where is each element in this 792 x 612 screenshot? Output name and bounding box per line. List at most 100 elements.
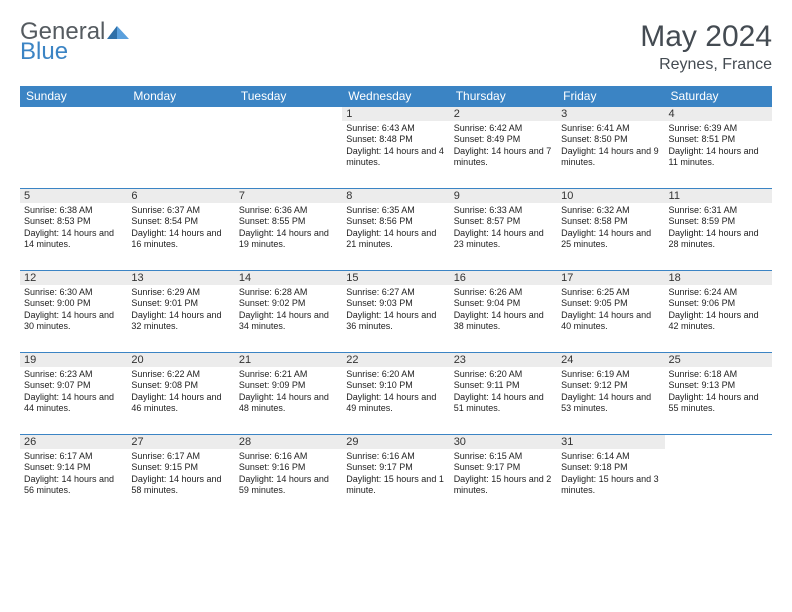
logo: GeneralBlue (20, 20, 131, 64)
calendar-cell: 22Sunrise: 6:20 AMSunset: 9:10 PMDayligh… (342, 353, 449, 435)
calendar-head: Sunday Monday Tuesday Wednesday Thursday… (20, 86, 772, 107)
calendar-cell: 6Sunrise: 6:37 AMSunset: 8:54 PMDaylight… (127, 189, 234, 271)
daylight-line: Daylight: 14 hours and 49 minutes. (346, 392, 445, 415)
sunset-line: Sunset: 9:11 PM (454, 380, 553, 391)
day-details: Sunrise: 6:37 AMSunset: 8:54 PMDaylight:… (127, 203, 234, 252)
calendar-cell: 25Sunrise: 6:18 AMSunset: 9:13 PMDayligh… (665, 353, 772, 435)
calendar-cell: 9Sunrise: 6:33 AMSunset: 8:57 PMDaylight… (450, 189, 557, 271)
daylight-line: Daylight: 14 hours and 38 minutes. (454, 310, 553, 333)
sunrise-line: Sunrise: 6:21 AM (239, 369, 338, 380)
sunset-line: Sunset: 9:00 PM (24, 298, 123, 309)
sunrise-line: Sunrise: 6:31 AM (669, 205, 768, 216)
day-details: Sunrise: 6:23 AMSunset: 9:07 PMDaylight:… (20, 367, 127, 416)
day-number: 3 (557, 107, 664, 121)
sunrise-line: Sunrise: 6:30 AM (24, 287, 123, 298)
day-number: 9 (450, 189, 557, 203)
day-number (665, 435, 772, 449)
weekday-header: Sunday (20, 86, 127, 107)
sunset-line: Sunset: 9:07 PM (24, 380, 123, 391)
daylight-line: Daylight: 14 hours and 7 minutes. (454, 146, 553, 169)
day-number: 6 (127, 189, 234, 203)
calendar-cell: 19Sunrise: 6:23 AMSunset: 9:07 PMDayligh… (20, 353, 127, 435)
day-number: 2 (450, 107, 557, 121)
day-details: Sunrise: 6:21 AMSunset: 9:09 PMDaylight:… (235, 367, 342, 416)
calendar-cell: 21Sunrise: 6:21 AMSunset: 9:09 PMDayligh… (235, 353, 342, 435)
calendar-cell: 24Sunrise: 6:19 AMSunset: 9:12 PMDayligh… (557, 353, 664, 435)
calendar-table: Sunday Monday Tuesday Wednesday Thursday… (20, 86, 772, 517)
day-details: Sunrise: 6:31 AMSunset: 8:59 PMDaylight:… (665, 203, 772, 252)
sunrise-line: Sunrise: 6:41 AM (561, 123, 660, 134)
calendar-cell: 3Sunrise: 6:41 AMSunset: 8:50 PMDaylight… (557, 107, 664, 189)
calendar-cell: 2Sunrise: 6:42 AMSunset: 8:49 PMDaylight… (450, 107, 557, 189)
sunset-line: Sunset: 9:17 PM (454, 462, 553, 473)
calendar-cell: 12Sunrise: 6:30 AMSunset: 9:00 PMDayligh… (20, 271, 127, 353)
daylight-line: Daylight: 14 hours and 56 minutes. (24, 474, 123, 497)
sunrise-line: Sunrise: 6:26 AM (454, 287, 553, 298)
sunset-line: Sunset: 9:05 PM (561, 298, 660, 309)
sunset-line: Sunset: 9:18 PM (561, 462, 660, 473)
sunset-line: Sunset: 9:10 PM (346, 380, 445, 391)
calendar-cell: 28Sunrise: 6:16 AMSunset: 9:16 PMDayligh… (235, 435, 342, 517)
sunrise-line: Sunrise: 6:37 AM (131, 205, 230, 216)
day-number: 20 (127, 353, 234, 367)
sunrise-line: Sunrise: 6:23 AM (24, 369, 123, 380)
day-number: 13 (127, 271, 234, 285)
day-details: Sunrise: 6:32 AMSunset: 8:58 PMDaylight:… (557, 203, 664, 252)
daylight-line: Daylight: 14 hours and 32 minutes. (131, 310, 230, 333)
page-header: GeneralBlue May 2024 Reynes, France (20, 20, 772, 74)
sunset-line: Sunset: 9:03 PM (346, 298, 445, 309)
day-details (127, 121, 234, 125)
daylight-line: Daylight: 14 hours and 4 minutes. (346, 146, 445, 169)
day-number: 11 (665, 189, 772, 203)
logo-icon (107, 20, 129, 44)
day-details: Sunrise: 6:17 AMSunset: 9:15 PMDaylight:… (127, 449, 234, 498)
day-number: 23 (450, 353, 557, 367)
day-details: Sunrise: 6:42 AMSunset: 8:49 PMDaylight:… (450, 121, 557, 170)
sunrise-line: Sunrise: 6:33 AM (454, 205, 553, 216)
day-number: 17 (557, 271, 664, 285)
daylight-line: Daylight: 14 hours and 36 minutes. (346, 310, 445, 333)
daylight-line: Daylight: 14 hours and 44 minutes. (24, 392, 123, 415)
day-number: 8 (342, 189, 449, 203)
day-details: Sunrise: 6:19 AMSunset: 9:12 PMDaylight:… (557, 367, 664, 416)
sunrise-line: Sunrise: 6:35 AM (346, 205, 445, 216)
day-details: Sunrise: 6:14 AMSunset: 9:18 PMDaylight:… (557, 449, 664, 498)
day-details: Sunrise: 6:38 AMSunset: 8:53 PMDaylight:… (20, 203, 127, 252)
daylight-line: Daylight: 14 hours and 23 minutes. (454, 228, 553, 251)
calendar-cell: 27Sunrise: 6:17 AMSunset: 9:15 PMDayligh… (127, 435, 234, 517)
sunset-line: Sunset: 9:13 PM (669, 380, 768, 391)
day-number: 30 (450, 435, 557, 449)
location: Reynes, France (640, 56, 772, 74)
day-details: Sunrise: 6:16 AMSunset: 9:17 PMDaylight:… (342, 449, 449, 498)
day-number: 24 (557, 353, 664, 367)
day-number: 5 (20, 189, 127, 203)
day-details: Sunrise: 6:28 AMSunset: 9:02 PMDaylight:… (235, 285, 342, 334)
day-details: Sunrise: 6:33 AMSunset: 8:57 PMDaylight:… (450, 203, 557, 252)
month-title: May 2024 (640, 20, 772, 54)
day-number: 14 (235, 271, 342, 285)
day-details: Sunrise: 6:36 AMSunset: 8:55 PMDaylight:… (235, 203, 342, 252)
title-block: May 2024 Reynes, France (640, 20, 772, 74)
sunrise-line: Sunrise: 6:28 AM (239, 287, 338, 298)
calendar-cell: 29Sunrise: 6:16 AMSunset: 9:17 PMDayligh… (342, 435, 449, 517)
sunrise-line: Sunrise: 6:16 AM (346, 451, 445, 462)
calendar-cell (235, 107, 342, 189)
calendar-cell: 17Sunrise: 6:25 AMSunset: 9:05 PMDayligh… (557, 271, 664, 353)
calendar-cell: 7Sunrise: 6:36 AMSunset: 8:55 PMDaylight… (235, 189, 342, 271)
calendar-cell: 11Sunrise: 6:31 AMSunset: 8:59 PMDayligh… (665, 189, 772, 271)
calendar-cell: 20Sunrise: 6:22 AMSunset: 9:08 PMDayligh… (127, 353, 234, 435)
calendar-cell: 1Sunrise: 6:43 AMSunset: 8:48 PMDaylight… (342, 107, 449, 189)
sunrise-line: Sunrise: 6:20 AM (346, 369, 445, 380)
daylight-line: Daylight: 14 hours and 51 minutes. (454, 392, 553, 415)
sunset-line: Sunset: 8:55 PM (239, 216, 338, 227)
sunset-line: Sunset: 9:08 PM (131, 380, 230, 391)
daylight-line: Daylight: 15 hours and 1 minute. (346, 474, 445, 497)
weekday-header: Friday (557, 86, 664, 107)
sunset-line: Sunset: 8:59 PM (669, 216, 768, 227)
sunset-line: Sunset: 9:17 PM (346, 462, 445, 473)
sunrise-line: Sunrise: 6:15 AM (454, 451, 553, 462)
weekday-header: Saturday (665, 86, 772, 107)
sunrise-line: Sunrise: 6:16 AM (239, 451, 338, 462)
calendar-cell: 5Sunrise: 6:38 AMSunset: 8:53 PMDaylight… (20, 189, 127, 271)
day-details: Sunrise: 6:26 AMSunset: 9:04 PMDaylight:… (450, 285, 557, 334)
